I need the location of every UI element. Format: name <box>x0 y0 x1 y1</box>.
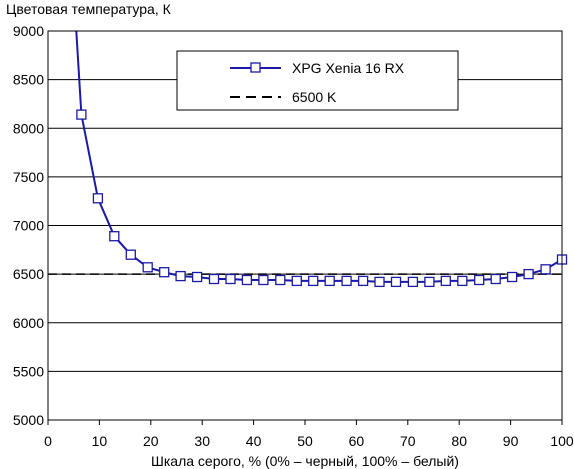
data-point <box>291 275 302 287</box>
x-tick-label: 40 <box>246 433 262 449</box>
legend-ref-label: 6500 K <box>292 89 337 105</box>
x-axis-title: Шкала серого, % (0% – черный, 100% – бел… <box>151 453 459 469</box>
data-point <box>275 274 286 286</box>
x-tick-label: 80 <box>451 433 467 449</box>
x-tick-label: 10 <box>92 433 108 449</box>
data-point <box>258 274 269 286</box>
y-tick-label: 8000 <box>13 120 44 136</box>
y-tick-label: 8500 <box>13 72 44 88</box>
y-tick-label: 7500 <box>13 169 44 185</box>
data-point <box>175 270 186 282</box>
data-point <box>308 275 319 287</box>
data-point <box>490 273 501 285</box>
data-point <box>457 275 468 287</box>
y-tick-label: 5500 <box>13 363 44 379</box>
y-tick-label: 5000 <box>13 412 44 428</box>
data-point <box>424 276 435 288</box>
x-tick-label: 90 <box>503 433 519 449</box>
tick-labels: 5000 5500 6000 6500 7000 7500 8000 8500 9000 0 10 2… <box>13 23 574 449</box>
x-tick-label: 20 <box>143 433 159 449</box>
x-tick-label: 0 <box>44 433 52 449</box>
legend-main-label: XPG Xenia 16 RX <box>292 60 405 76</box>
data-point <box>474 274 485 286</box>
data-point <box>76 109 87 120</box>
legend: XPG Xenia 16 RX 6500 K <box>176 50 459 111</box>
y-tick-label: 7000 <box>13 218 44 234</box>
data-point <box>142 262 153 273</box>
data-point <box>324 275 335 287</box>
data-point <box>374 276 385 288</box>
x-tick-label: 30 <box>194 433 210 449</box>
data-point <box>390 276 402 288</box>
x-tick-label: 100 <box>550 433 574 449</box>
x-tick-label: 60 <box>349 433 365 449</box>
y-axis-title: Цветовая температура, К <box>6 1 172 17</box>
data-point <box>125 249 136 260</box>
x-tick-label: 50 <box>297 433 313 449</box>
x-tick-label: 70 <box>400 433 416 449</box>
y-tick-label: 6000 <box>13 315 44 331</box>
data-point <box>357 275 369 287</box>
data-point <box>92 193 104 204</box>
plot-area-border <box>47 30 563 421</box>
data-point <box>191 271 203 283</box>
data-point <box>341 275 352 287</box>
data-point <box>109 231 120 242</box>
data-point <box>440 275 451 287</box>
data-point <box>225 273 236 285</box>
data-point <box>523 268 534 280</box>
legend-box <box>176 50 459 111</box>
y-tick-label: 6500 <box>13 266 44 282</box>
data-point <box>506 271 518 283</box>
main-series <box>75 30 568 288</box>
y-tick-label: 9000 <box>13 23 44 39</box>
legend-main-marker <box>250 62 261 73</box>
data-point <box>407 276 419 288</box>
data-point <box>540 264 551 275</box>
data-point <box>159 267 170 278</box>
data-point <box>241 274 253 286</box>
data-point <box>208 273 220 285</box>
